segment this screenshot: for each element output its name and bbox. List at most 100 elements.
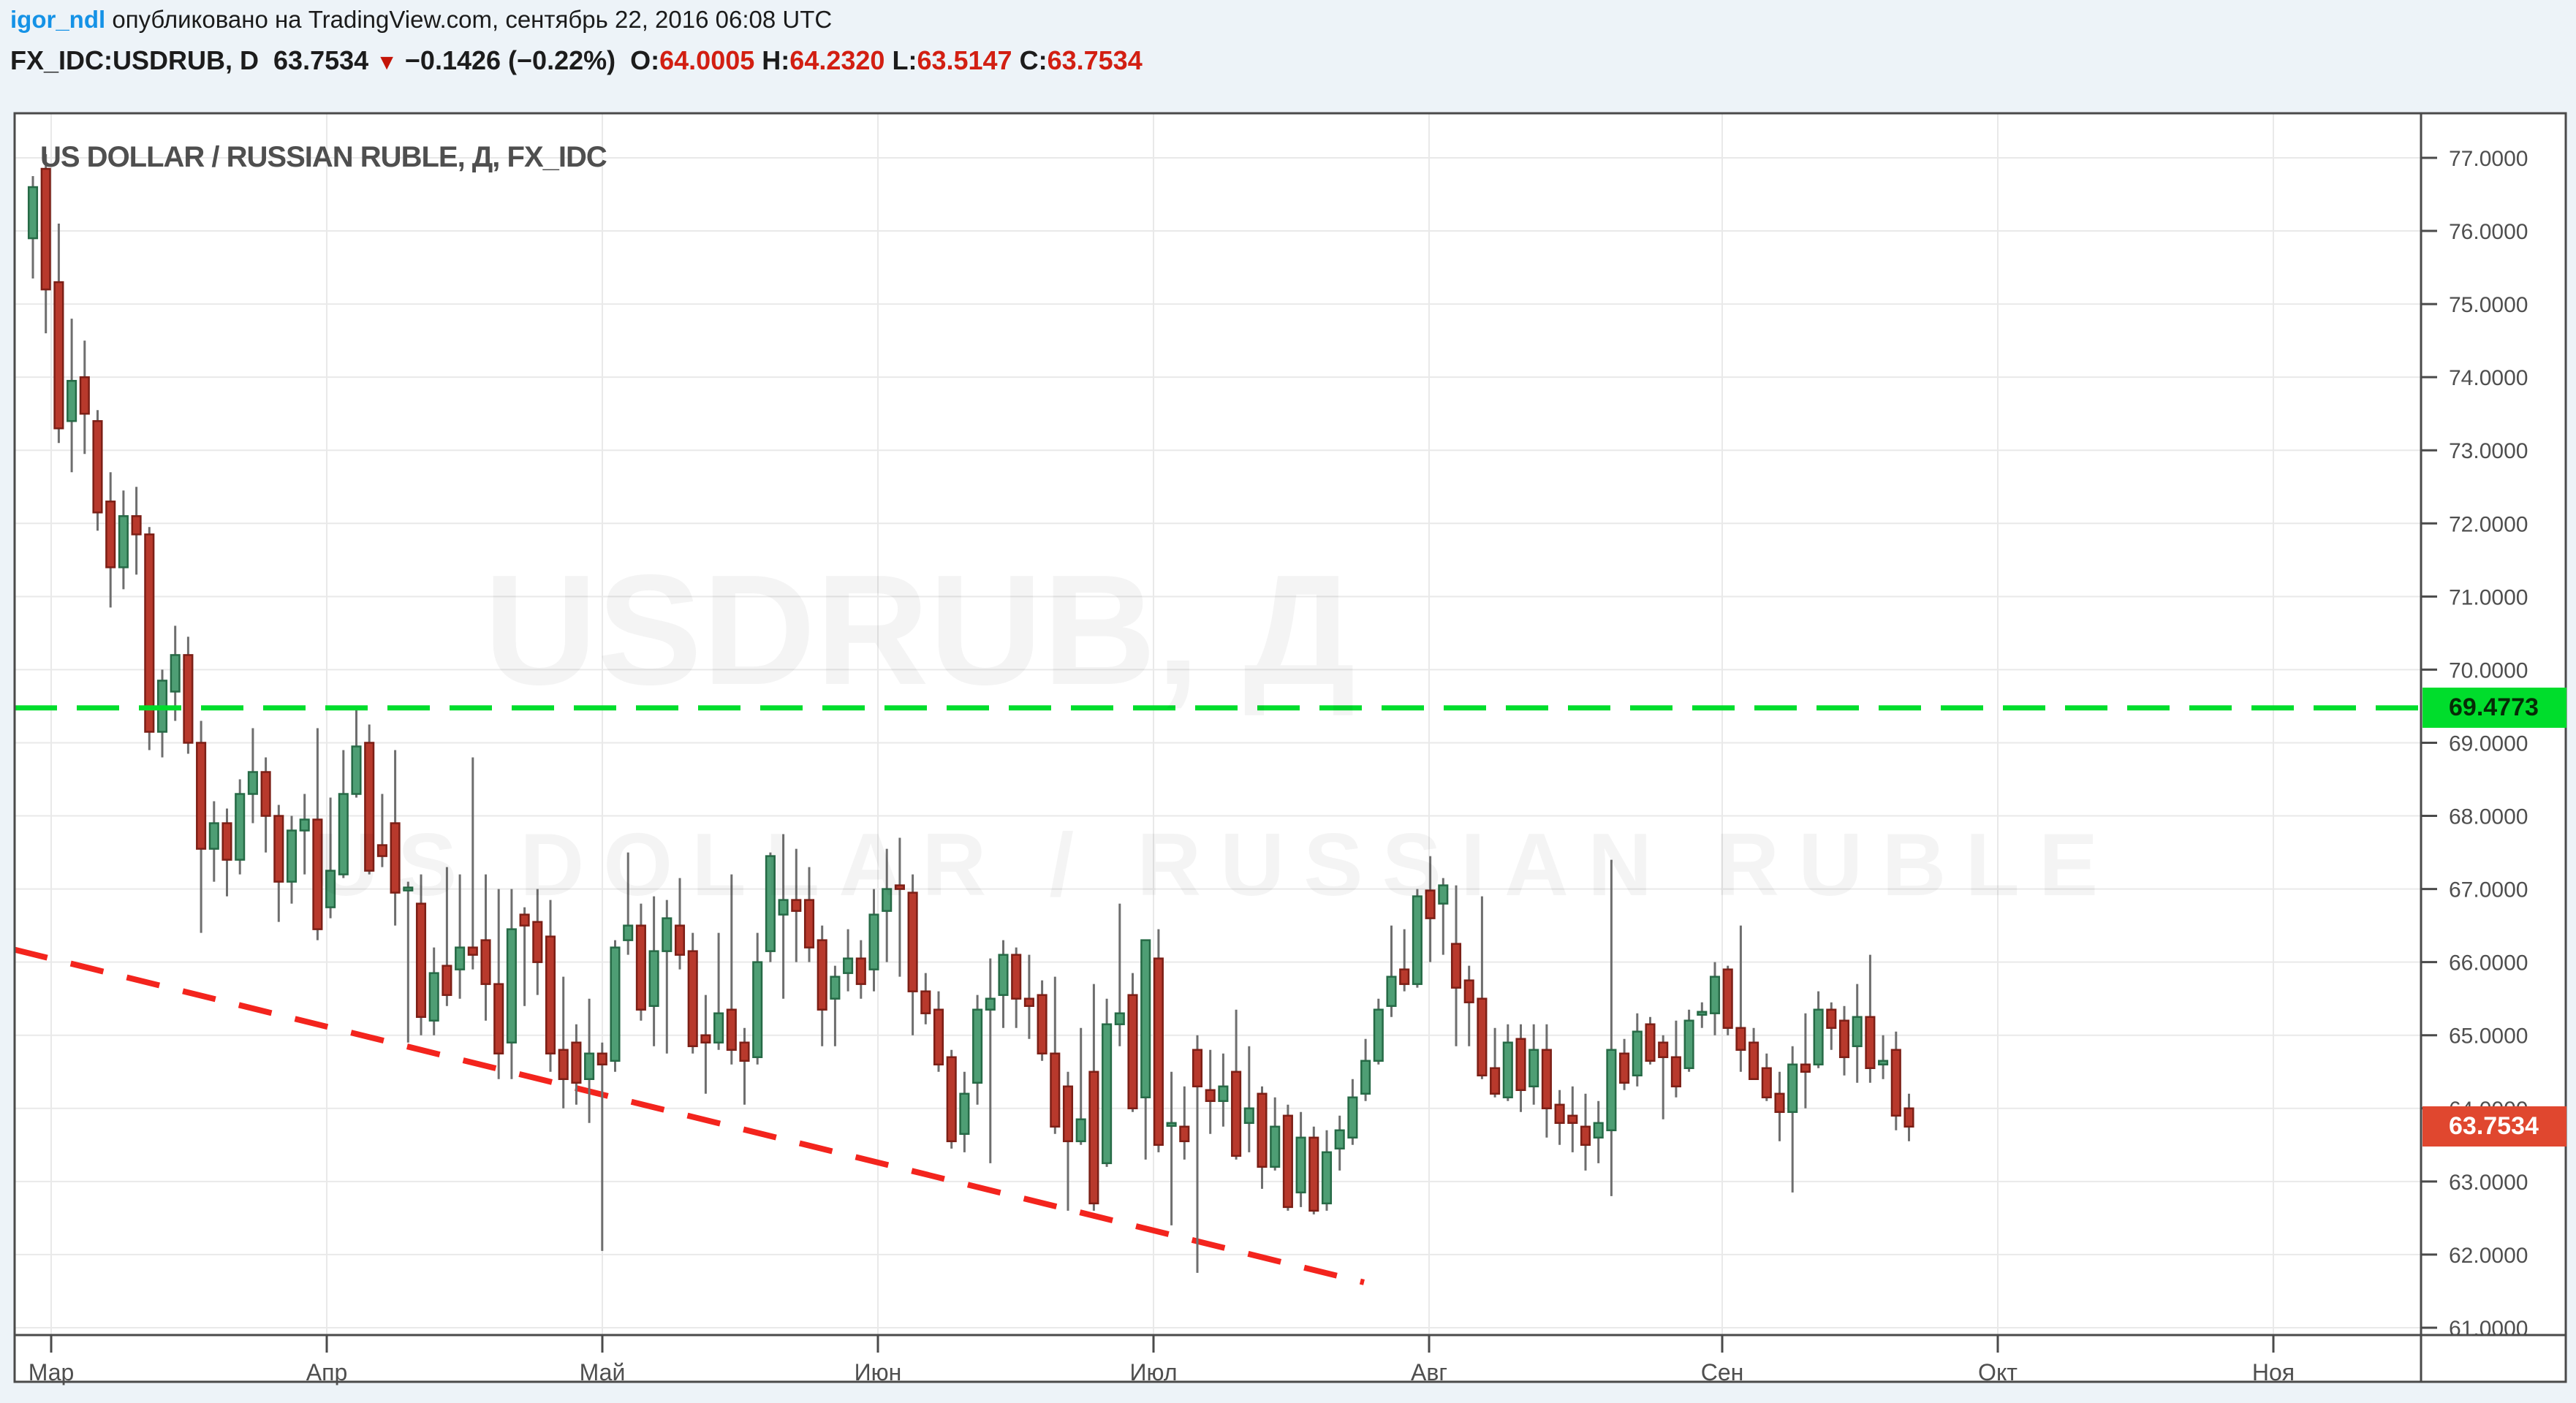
candle-down: [907, 891, 918, 992]
candle-up: [299, 818, 310, 832]
candle-down: [855, 957, 866, 985]
open-value: 64.0005: [659, 45, 755, 75]
high-label: H:: [762, 45, 790, 75]
candle-up: [765, 855, 776, 952]
candle-up: [170, 654, 181, 693]
candle-up: [286, 829, 298, 883]
time-axis-label[interactable]: Июл: [1130, 1359, 1178, 1385]
candle-down: [1903, 1107, 1914, 1128]
time-axis-label[interactable]: Апр: [306, 1359, 347, 1385]
price-axis-label[interactable]: 73.0000: [2449, 439, 2528, 463]
candle-down: [415, 902, 427, 1018]
price-axis-label[interactable]: 71.0000: [2449, 585, 2528, 609]
low-value: 63.5147: [917, 45, 1012, 75]
candle-up: [778, 899, 789, 916]
candle-down: [92, 419, 103, 514]
candle-down: [390, 822, 401, 894]
price-axis-label[interactable]: 74.0000: [2449, 366, 2528, 390]
price-axis-label[interactable]: 65.0000: [2449, 1024, 2528, 1049]
publish-text: опубликовано на TradingView.com, сентябр…: [105, 6, 833, 33]
price-axis-label[interactable]: 63.0000: [2449, 1171, 2528, 1195]
candle-down: [1890, 1049, 1901, 1117]
price-axis-label[interactable]: 67.0000: [2449, 878, 2528, 902]
price-axis-label[interactable]: 76.0000: [2449, 220, 2528, 244]
symbol-name[interactable]: FX_IDC:USDRUB, D: [10, 45, 260, 75]
candle-up: [1709, 976, 1721, 1014]
candle-down: [1231, 1071, 1242, 1157]
candle-up: [325, 870, 336, 908]
time-axis-label[interactable]: Окт: [1978, 1359, 2018, 1385]
candle-down: [1800, 1063, 1811, 1073]
candle-up: [972, 1008, 983, 1084]
trendline-drawing[interactable]: [14, 946, 1365, 1285]
candle-down: [1580, 1125, 1591, 1147]
candle-up: [506, 928, 517, 1043]
candle-up: [1270, 1125, 1281, 1168]
candle-down: [739, 1041, 750, 1062]
candle-down: [1308, 1136, 1319, 1212]
candle-down: [1062, 1085, 1074, 1143]
candle-down: [1088, 1071, 1099, 1205]
candle-up: [1295, 1136, 1306, 1194]
price-axis-label[interactable]: 69.0000: [2449, 731, 2528, 756]
candle-up: [882, 888, 893, 912]
price-change: −0.1426 (−0.22%): [404, 45, 616, 75]
price-axis-label[interactable]: 62.0000: [2449, 1244, 2528, 1268]
candle-up: [1140, 939, 1151, 1099]
candle-down: [1425, 889, 1436, 919]
author-link[interactable]: igor_ndl: [10, 6, 106, 33]
candle-down: [674, 924, 686, 956]
candle-down: [894, 884, 905, 890]
candle-down: [1749, 1041, 1759, 1081]
time-axis-label[interactable]: Июн: [855, 1359, 902, 1385]
candle-up: [1360, 1060, 1371, 1095]
candle-up: [1528, 1049, 1539, 1088]
price-axis-label[interactable]: 70.0000: [2449, 658, 2528, 683]
candle-up: [1218, 1085, 1229, 1103]
candle-down: [1477, 997, 1488, 1077]
candle-down: [571, 1041, 582, 1084]
candle-up: [584, 1052, 595, 1081]
candle-down: [1761, 1067, 1772, 1099]
time-axis-label[interactable]: Сен: [1701, 1359, 1744, 1385]
candle-down: [1722, 968, 1733, 1029]
candle-up: [247, 771, 258, 795]
candle-down: [687, 950, 698, 1047]
close-label: C:: [1019, 45, 1048, 75]
candle-down: [1735, 1027, 1746, 1051]
price-axis-label[interactable]: 77.0000: [2449, 147, 2528, 171]
price-axis-label[interactable]: 61.0000: [2449, 1317, 2528, 1341]
candle-down: [1023, 997, 1034, 1007]
candle-up: [118, 515, 129, 569]
candle-down: [480, 939, 491, 985]
candle-down: [545, 935, 556, 1054]
chart-frame: [13, 112, 2567, 1383]
price-axis-label[interactable]: 66.0000: [2449, 951, 2528, 976]
price-axis-label[interactable]: 75.0000: [2449, 293, 2528, 317]
alert-level-price-tag[interactable]: 69.4773: [2422, 688, 2566, 728]
candle-up: [455, 946, 466, 970]
candle-down: [1192, 1049, 1203, 1088]
candle-down: [1205, 1089, 1216, 1103]
candle-down: [803, 899, 815, 948]
price-axis-label[interactable]: 68.0000: [2449, 805, 2528, 829]
time-axis-label[interactable]: Авг: [1411, 1359, 1447, 1385]
candle-down: [131, 515, 142, 536]
time-axis-label[interactable]: Мар: [29, 1359, 75, 1385]
publish-info-line: igor_ndl опубликовано на TradingView.com…: [10, 6, 832, 34]
candle-down: [519, 913, 530, 927]
time-axis-label[interactable]: Ноя: [2252, 1359, 2295, 1385]
candle-up: [985, 997, 996, 1011]
open-label: O:: [630, 45, 660, 75]
time-axis-label[interactable]: Май: [580, 1359, 626, 1385]
price-axis-label[interactable]: 72.0000: [2449, 512, 2528, 536]
candle-up: [662, 917, 673, 952]
candle-down: [1463, 979, 1474, 1003]
candle-down: [376, 844, 387, 857]
candle-up: [428, 972, 439, 1022]
candle-up: [648, 950, 659, 1007]
candle-up: [1347, 1096, 1358, 1139]
candle-up: [1334, 1129, 1345, 1150]
